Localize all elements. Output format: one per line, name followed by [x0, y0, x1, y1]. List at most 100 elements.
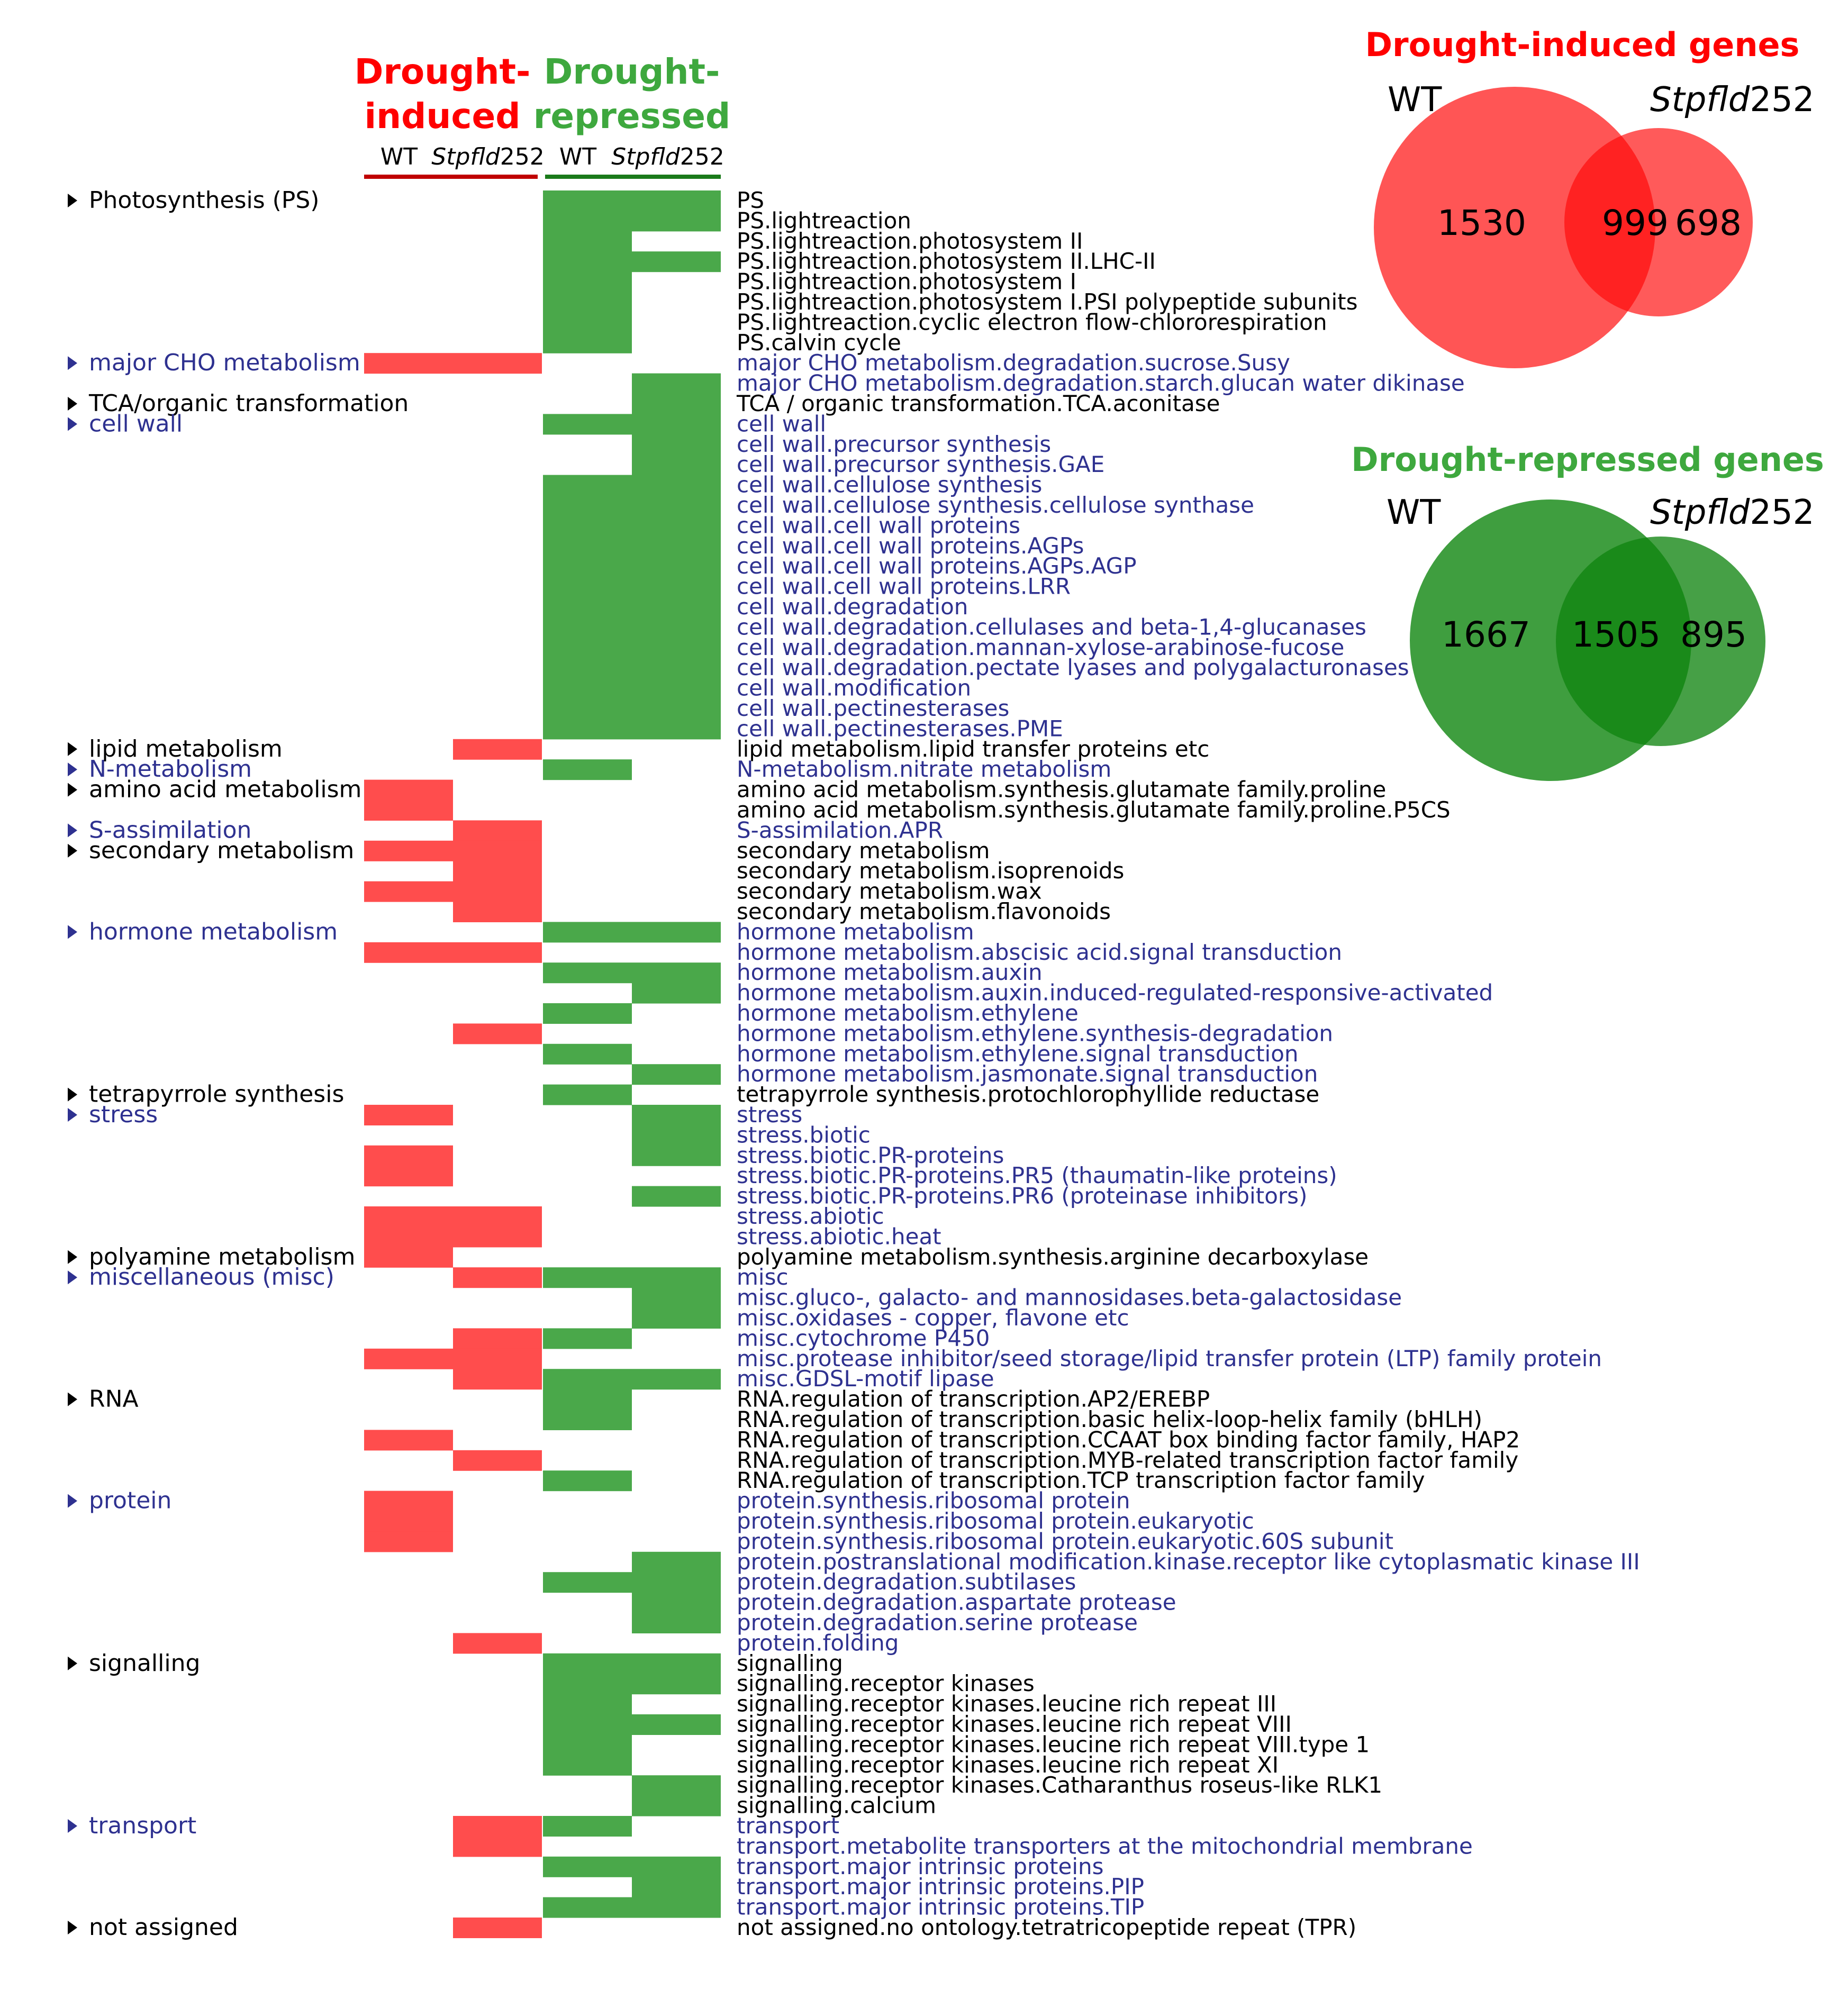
row-label: cell wall.precursor synthesis.GAE [737, 451, 1104, 477]
row-label: lipid metabolism.lipid transfer proteins… [737, 736, 1209, 762]
row-label: transport.major intrinsic proteins [737, 1853, 1104, 1879]
category-arrow-icon[interactable] [68, 1494, 77, 1508]
category-arrow-icon[interactable] [68, 1108, 77, 1122]
category-arrow-icon[interactable] [68, 1270, 77, 1285]
heatmap-cell [543, 1003, 632, 1024]
row-label: RNA.regulation of transcription.MYB-rela… [737, 1447, 1518, 1473]
heatmap-cell [632, 658, 721, 679]
category-arrow-icon[interactable] [68, 194, 77, 207]
row-label: secondary metabolism.flavonoids [737, 898, 1111, 924]
row-label: cell wall.degradation [737, 594, 968, 620]
heatmap-cell [632, 495, 721, 516]
category-arrow-icon[interactable] [68, 1250, 77, 1264]
category-arrow-icon[interactable] [68, 742, 77, 756]
category-arrow-icon[interactable] [68, 823, 77, 838]
row-label: signalling.receptor kinases.leucine rich… [737, 1752, 1279, 1778]
heatmap-cell [632, 1897, 721, 1918]
category-arrow-icon[interactable] [68, 1087, 77, 1102]
row-label: stress.biotic.PR-proteins.PR5 (thaumatin… [737, 1162, 1337, 1188]
heatmap-cell [364, 942, 453, 963]
category-arrow-icon[interactable] [68, 843, 77, 858]
row-label: cell wall.modification [737, 675, 971, 701]
heatmap-cell [364, 1145, 453, 1166]
heatmap-cell [543, 332, 632, 353]
row-label: S-assimilation.APR [737, 817, 943, 843]
group-header-line1: Drought- [544, 51, 720, 92]
category-arrow-icon[interactable] [68, 1921, 77, 1934]
heatmap-cell [364, 1348, 453, 1369]
category-arrow-icon[interactable] [68, 1819, 77, 1833]
category-arrow-icon[interactable] [68, 1392, 77, 1406]
category-label: tetrapyrrole synthesis [89, 1081, 344, 1108]
heatmap-cell [632, 597, 721, 617]
category-label: transport [89, 1812, 196, 1839]
category-arrow-icon[interactable] [68, 417, 77, 431]
row-label: protein.synthesis.ribosomal protein.euka… [737, 1528, 1393, 1554]
heatmap-cell [453, 1369, 542, 1390]
venn-repressed: Drought-repressed genes WT Stpfld252 1667 15… [1351, 440, 1824, 781]
category-label: amino acid metabolism [89, 776, 361, 803]
heatmap-cell [543, 312, 632, 333]
category-arrow-icon[interactable] [68, 925, 77, 939]
row-label: hormone metabolism.ethylene [737, 1000, 1079, 1026]
heatmap-cell [543, 211, 632, 232]
category-arrow-icon[interactable] [68, 783, 77, 797]
heatmap-cell [453, 840, 542, 861]
category-arrow-icon[interactable] [68, 397, 77, 411]
heatmap-cell [632, 1674, 721, 1695]
row-label: cell wall.degradation.pectate lyases and… [737, 655, 1409, 680]
row-label: transport [737, 1813, 839, 1839]
group-header-line2: repressed [533, 96, 730, 137]
row-label: major CHO metabolism.degradation.starch.… [737, 370, 1465, 396]
heatmap-cell [364, 1247, 453, 1268]
heatmap-cell [632, 1551, 721, 1573]
category-arrow-icon[interactable] [68, 356, 77, 370]
heatmap-cell [632, 1592, 721, 1613]
heatmap-cell [453, 739, 542, 760]
heatmap-cell [632, 394, 721, 414]
heatmap-cell [364, 779, 453, 801]
row-label: protein.degradation.serine protease [737, 1610, 1138, 1635]
heatmap-cell [543, 719, 632, 740]
row-label: RNA.regulation of transcription.basic he… [737, 1406, 1482, 1432]
heatmap-cell [543, 1470, 632, 1492]
category-label: not assigned [89, 1914, 238, 1941]
heatmap-cell [543, 1328, 632, 1349]
heatmap-cell [453, 820, 542, 841]
row-label: polyamine metabolism.synthesis.arginine … [737, 1244, 1369, 1270]
heatmap-cell [632, 1369, 721, 1390]
heatmap-cell [632, 922, 721, 943]
row-label: PS [737, 187, 764, 213]
row-label: not assigned.no ontology.tetratricopepti… [737, 1914, 1356, 1940]
heatmap-cell [364, 1206, 453, 1227]
heatmap-cell [543, 1897, 632, 1918]
category-arrow-icon[interactable] [68, 762, 77, 777]
category-label: secondary metabolism [89, 837, 354, 864]
row-label: misc.gluco-, galacto- and mannosidases.b… [737, 1285, 1402, 1311]
heatmap-cell [543, 556, 632, 577]
venn-set-a-label: WT [1387, 493, 1441, 532]
heatmap-cell [543, 1674, 632, 1695]
heatmap-cell [632, 962, 721, 984]
heatmap-cell [632, 414, 721, 435]
heatmap-cell [632, 475, 721, 496]
row-label: protein.folding [737, 1630, 899, 1656]
category-label: S-assimilation [89, 816, 251, 843]
heatmap-cell [543, 271, 632, 293]
heatmap-cell [543, 637, 632, 658]
heatmap-cell [453, 1348, 542, 1369]
category-label: TCA/organic transformation [88, 390, 409, 417]
row-label: transport.metabolite transporters at the… [737, 1833, 1473, 1859]
row-label: hormone metabolism.jasmonate.signal tran… [737, 1061, 1318, 1087]
heatmap-cell [543, 1816, 632, 1837]
category-label: miscellaneous (misc) [89, 1264, 334, 1291]
category-arrow-icon[interactable] [68, 1656, 77, 1670]
row-label: cell wall.degradation.cellulases and bet… [737, 614, 1366, 640]
heatmap-cell [453, 1918, 542, 1938]
heatmap-cell [453, 1267, 542, 1288]
row-label: stress.abiotic.heat [737, 1223, 941, 1249]
venn-set-b-label: Stpfld252 [1650, 80, 1814, 120]
row-label: cell wall.cell wall proteins.AGPs.AGP [737, 553, 1137, 579]
heatmap-cell [364, 1226, 453, 1248]
